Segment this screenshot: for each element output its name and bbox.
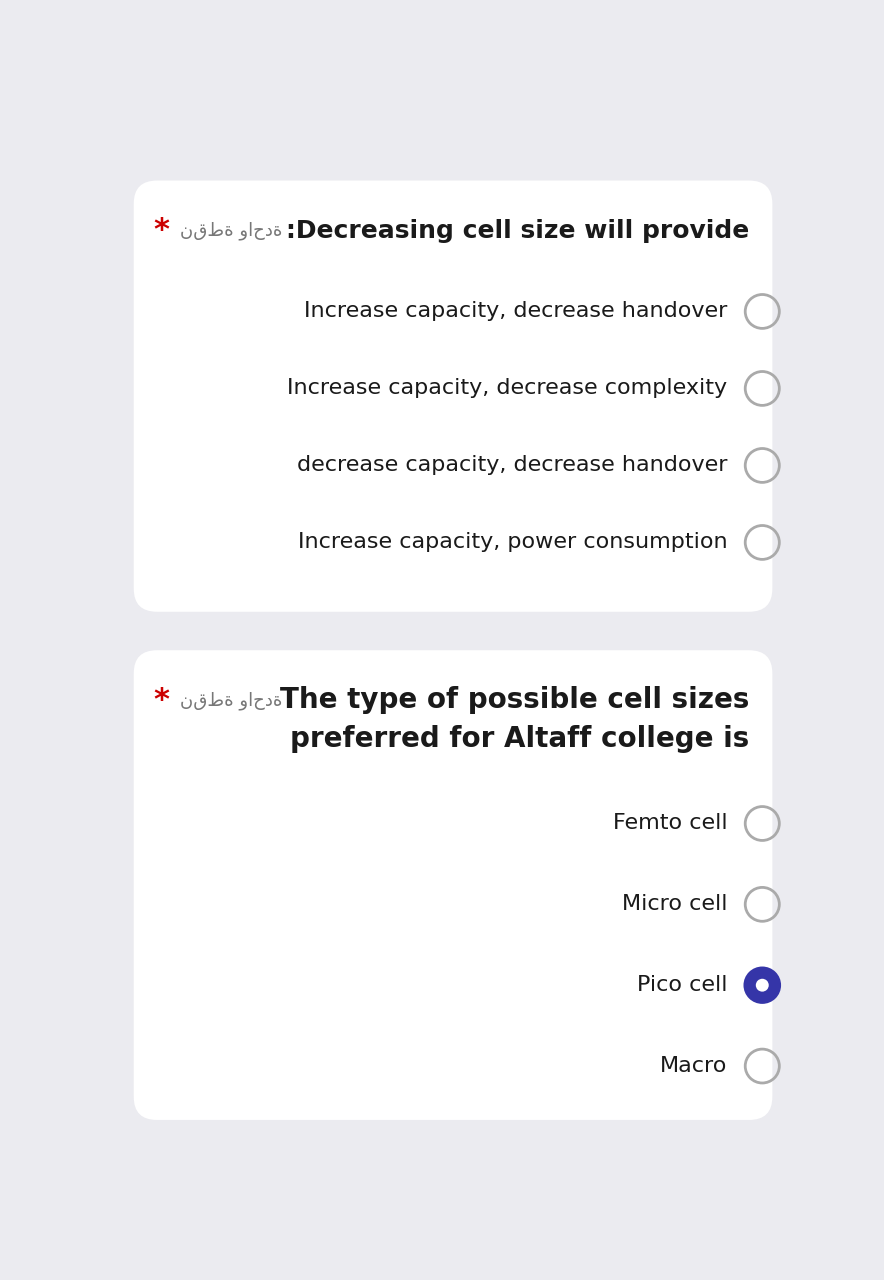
Text: decrease capacity, decrease handover: decrease capacity, decrease handover: [297, 456, 728, 475]
Text: :Decreasing cell size will provide: :Decreasing cell size will provide: [286, 219, 749, 243]
Text: The type of possible cell sizes: The type of possible cell sizes: [279, 686, 749, 714]
Text: Pico cell: Pico cell: [636, 975, 728, 995]
FancyBboxPatch shape: [133, 650, 773, 1120]
Text: Increase capacity, power consumption: Increase capacity, power consumption: [298, 532, 728, 553]
Text: Macro: Macro: [660, 1056, 728, 1076]
Text: *: *: [153, 686, 169, 714]
Circle shape: [756, 979, 769, 992]
Text: نقطة واحدة: نقطة واحدة: [180, 221, 283, 239]
Text: Femto cell: Femto cell: [613, 814, 728, 833]
Text: Micro cell: Micro cell: [622, 895, 728, 914]
FancyBboxPatch shape: [133, 180, 773, 612]
Text: *: *: [153, 216, 169, 244]
Text: Increase capacity, decrease complexity: Increase capacity, decrease complexity: [287, 379, 728, 398]
Text: Increase capacity, decrease handover: Increase capacity, decrease handover: [304, 302, 728, 321]
Text: نقطة واحدة: نقطة واحدة: [180, 691, 283, 709]
Text: preferred for Altaff college is: preferred for Altaff college is: [290, 724, 749, 753]
Circle shape: [745, 968, 780, 1002]
